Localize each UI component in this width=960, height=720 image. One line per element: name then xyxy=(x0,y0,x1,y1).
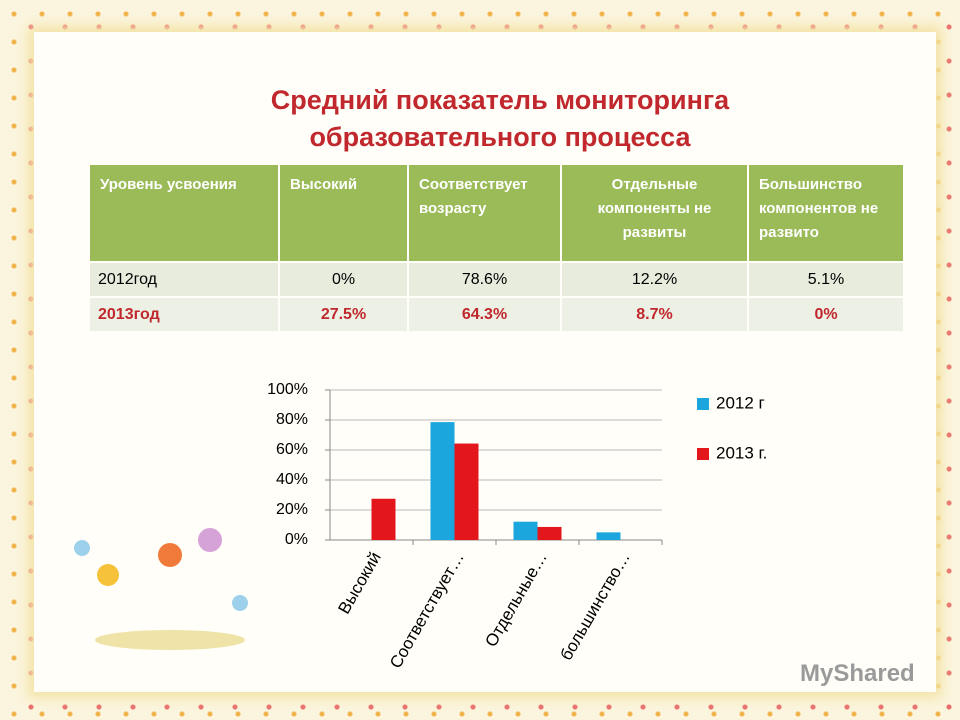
legend-swatch xyxy=(697,398,709,410)
y-tick-label: 100% xyxy=(267,381,308,398)
balloon-decor xyxy=(198,528,222,552)
cell: 78.6% xyxy=(409,263,560,296)
x-tick-label: большинство… xyxy=(557,549,634,664)
ground-decor xyxy=(95,630,245,650)
slide-title: Средний показатель мониторинга образоват… xyxy=(270,85,730,152)
cell: 2013год xyxy=(90,298,278,331)
balloon-decor xyxy=(74,540,90,556)
header-cell: Большинство компонентов не развито xyxy=(749,165,903,261)
bar xyxy=(596,532,621,540)
cell: 2012год xyxy=(90,263,278,296)
header-cell: Отдельные компоненты не развиты xyxy=(562,165,747,261)
y-tick-label: 20% xyxy=(276,501,308,518)
bar xyxy=(371,498,396,540)
x-tick-label: Высокий xyxy=(334,549,385,618)
cell: 5.1% xyxy=(749,263,903,296)
y-tick-label: 40% xyxy=(276,471,308,488)
y-tick-label: 80% xyxy=(276,411,308,428)
bar xyxy=(537,526,562,540)
legend-label: 2013 г. xyxy=(716,443,767,462)
bar xyxy=(430,422,455,540)
cell: 27.5% xyxy=(280,298,407,331)
watermark: MyShared xyxy=(800,660,915,687)
bar xyxy=(454,443,479,540)
table-row: 2012год 0% 78.6% 12.2% 5.1% xyxy=(90,263,903,296)
cell: 0% xyxy=(280,263,407,296)
x-tick-label: Соответствует… xyxy=(386,549,468,672)
header-cell: Высокий xyxy=(280,165,407,261)
table-header: Уровень усвоения Высокий Соответствует в… xyxy=(90,165,903,261)
y-tick-label: 60% xyxy=(276,441,308,458)
y-tick-label: 0% xyxy=(285,531,308,548)
x-tick-label: Отдельные… xyxy=(481,549,551,650)
legend-label: 2012 г xyxy=(716,393,765,412)
cell: 12.2% xyxy=(562,263,747,296)
slide-panel xyxy=(34,32,936,692)
balloon-decor xyxy=(232,595,248,611)
cell: 8.7% xyxy=(562,298,747,331)
legend-swatch xyxy=(697,448,709,460)
table-row: 2013год 27.5% 64.3% 8.7% 0% xyxy=(90,298,903,331)
bar xyxy=(513,521,538,540)
header-cell: Соответствует возрасту xyxy=(409,165,560,261)
cell: 64.3% xyxy=(409,298,560,331)
results-table: Уровень усвоения Высокий Соответствует в… xyxy=(88,163,905,333)
cell: 0% xyxy=(749,298,903,331)
balloon-decor xyxy=(158,543,182,567)
header-cell: Уровень усвоения xyxy=(90,165,278,261)
balloon-decor xyxy=(97,564,119,586)
